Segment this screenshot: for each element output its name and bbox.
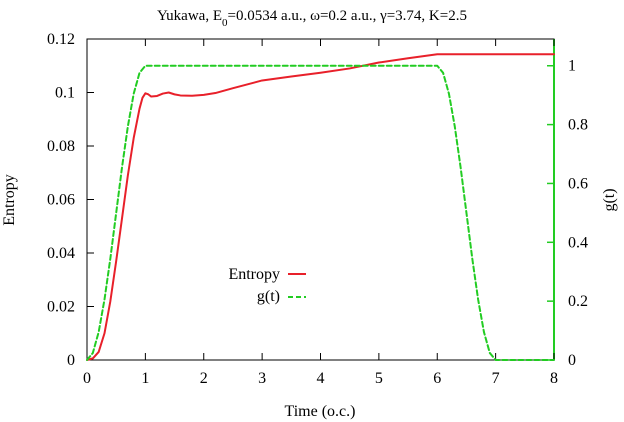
- chart-title-subscript: 0: [222, 17, 228, 29]
- y2-tick-label: 0.8: [568, 117, 588, 134]
- legend: Entropy g(t): [228, 266, 306, 305]
- x-tick-label: 5: [375, 370, 383, 387]
- plot-frame: [86, 38, 555, 361]
- x-tick-label: 0: [83, 370, 91, 387]
- chart-title: Yukawa, E0=0.0534 a.u., ω=0.2 a.u., γ=3.…: [157, 8, 467, 29]
- y-tick-label: 0.02: [47, 299, 75, 316]
- y-tick-label: 0.04: [47, 245, 75, 262]
- y-tick-label: 0.1: [55, 85, 75, 102]
- y2-tick-label: 0: [568, 352, 576, 369]
- x-tick-label: 1: [141, 370, 149, 387]
- x-axis-title: Time (o.c.): [285, 403, 356, 420]
- y2-axis-title: g(t): [601, 188, 618, 211]
- y2-tick-label: 0.6: [568, 175, 588, 192]
- chart-title-prefix: Yukawa, E: [157, 8, 222, 24]
- y-tick-label: 0: [67, 352, 75, 369]
- y-tick-label: 0.06: [47, 192, 75, 209]
- y2-tick-label: 0.2: [568, 293, 588, 310]
- series-line-entropy: [86, 53, 555, 361]
- legend-label-gt: g(t): [257, 288, 280, 305]
- chart-title-suffix: =0.0534 a.u., ω=0.2 a.u., γ=3.74, K=2.5: [227, 8, 467, 24]
- ticks-layer: 0 1 2 3 4 5 6 7 800.020.040.060.080.10.1200.20.4…: [47, 31, 588, 387]
- x-tick-label: 2: [200, 370, 208, 387]
- x-tick-label: 6: [433, 370, 441, 387]
- series-layer: [86, 53, 555, 361]
- y-axis-title: Entropy: [1, 174, 18, 226]
- y-tick-label: 0.08: [47, 138, 75, 155]
- series-line-gt: [86, 64, 555, 361]
- x-tick-label: 3: [258, 370, 266, 387]
- y-tick-label: 0.12: [47, 31, 75, 48]
- y2-tick-label: 0.4: [568, 234, 588, 251]
- legend-label-entropy: Entropy: [228, 266, 280, 283]
- x-tick-label: 8: [550, 370, 558, 387]
- x-tick-label: 7: [492, 370, 500, 387]
- y2-tick-label: 1: [568, 58, 576, 75]
- x-tick-label: 4: [317, 370, 325, 387]
